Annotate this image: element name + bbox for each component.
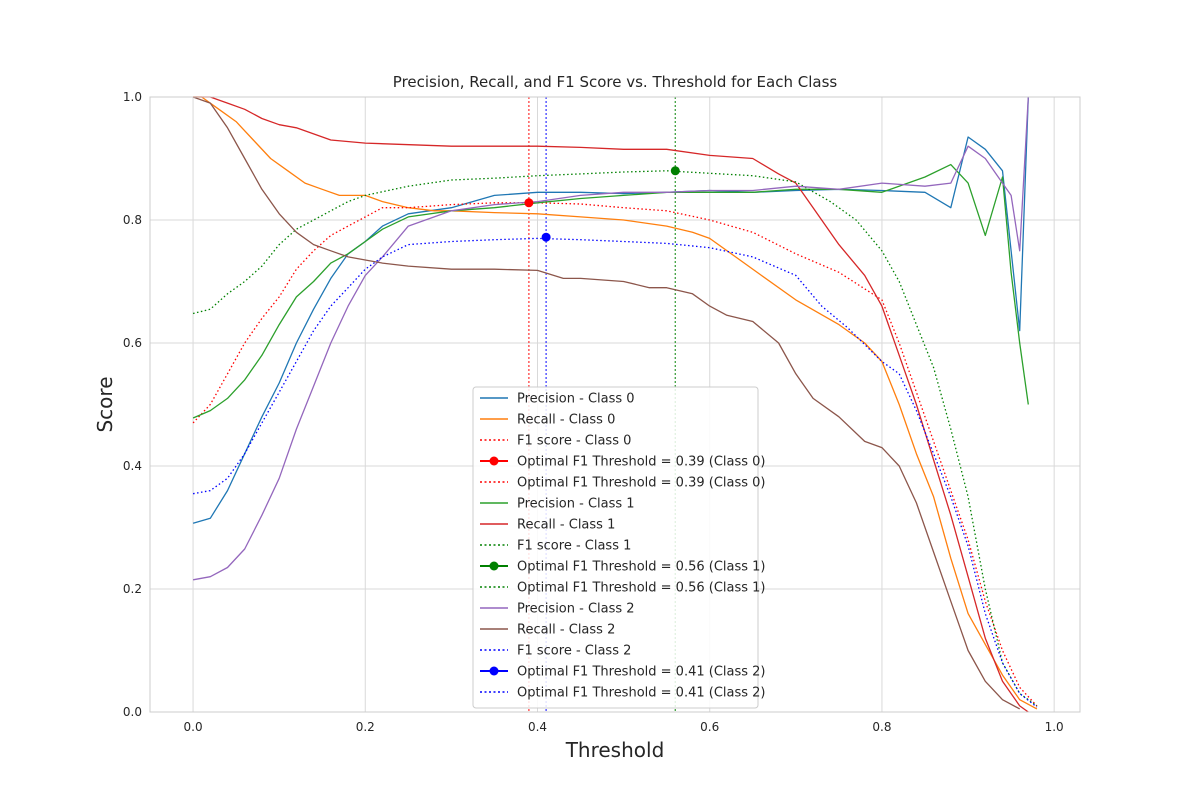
legend-label: Precision - Class 0 — [517, 392, 635, 407]
x-tick-label: 0.2 — [356, 720, 375, 734]
x-tick-label: 0.4 — [528, 720, 547, 734]
y-tick-label: 0.2 — [123, 582, 142, 596]
legend-label: F1 score - Class 1 — [517, 539, 631, 554]
legend-label: Recall - Class 1 — [517, 518, 615, 533]
legend-item: Recall - Class 0 — [480, 413, 615, 428]
x-tick-label: 0.0 — [184, 720, 203, 734]
legend-item: F1 score - Class 0 — [480, 434, 631, 449]
optimal-markers — [524, 166, 680, 242]
legend-label: Optimal F1 Threshold = 0.39 (Class 0) — [517, 476, 766, 491]
series-line — [193, 96, 1029, 713]
legend-item: Optimal F1 Threshold = 0.56 (Class 1) — [480, 581, 766, 596]
legend-label: Precision - Class 2 — [517, 602, 635, 617]
optimal-f1-point — [541, 232, 551, 242]
legend-item: F1 score - Class 1 — [480, 539, 631, 554]
legend: Precision - Class 0 Recall - Class 0 F1 sc… — [472, 386, 766, 709]
series-lines — [192, 96, 1038, 713]
legend-label: Optimal F1 Threshold = 0.56 (Class 1) — [517, 560, 766, 575]
series-line — [192, 96, 1029, 524]
legend-item: Optimal F1 Threshold = 0.39 (Class 0) — [480, 455, 766, 470]
legend-label: Optimal F1 Threshold = 0.41 (Class 2) — [517, 665, 766, 680]
legend-label: Optimal F1 Threshold = 0.39 (Class 0) — [517, 455, 766, 470]
y-tick-label: 0.0 — [123, 705, 142, 719]
legend-item: Recall - Class 1 — [480, 518, 615, 533]
legend-box — [472, 386, 759, 709]
y-axis-label: Score — [93, 376, 117, 432]
optimal-f1-point — [670, 166, 680, 176]
y-tick-label: 0.4 — [123, 459, 142, 473]
y-tick-label: 0.6 — [123, 336, 142, 350]
legend-label: Recall - Class 0 — [517, 413, 615, 428]
series-line — [192, 202, 1038, 707]
optimal-f1-point — [524, 198, 534, 208]
legend-label: Recall - Class 2 — [517, 623, 615, 638]
series-line — [192, 163, 1029, 419]
legend-label: F1 score - Class 2 — [517, 644, 631, 659]
x-tick-label: 0.8 — [872, 720, 891, 734]
x-tick-label: 0.6 — [700, 720, 719, 734]
legend-item: Precision - Class 1 — [480, 497, 635, 512]
legend-item: Optimal F1 Threshold = 0.41 (Class 2) — [480, 686, 766, 701]
series-line — [193, 96, 1038, 710]
legend-swatch-marker — [489, 666, 499, 676]
legend-label: Optimal F1 Threshold = 0.56 (Class 1) — [517, 581, 766, 596]
series-line — [192, 96, 1029, 581]
legend-item: Precision - Class 2 — [480, 602, 635, 617]
legend-item: Recall - Class 2 — [480, 623, 615, 638]
plot-frame — [149, 96, 1081, 713]
legend-label: Precision - Class 1 — [517, 497, 635, 512]
series-line — [192, 170, 1038, 707]
series-line — [192, 237, 1038, 708]
legend-swatch-marker — [489, 456, 499, 466]
legend-item: Precision - Class 0 — [480, 392, 635, 407]
x-tick-label: 1.0 — [1045, 720, 1064, 734]
legend-label: Optimal F1 Threshold = 0.41 (Class 2) — [517, 686, 766, 701]
legend-item: Optimal F1 Threshold = 0.39 (Class 0) — [480, 476, 766, 491]
ticks: 0.0 0.2 0.4 0.6 0.8 1.0 0.0 0.2 0.4 0.6 0.8 1.0 — [123, 90, 1064, 734]
legend-item: F1 score - Class 2 — [480, 644, 631, 659]
legend-swatch-marker — [489, 561, 499, 571]
legend-item: Optimal F1 Threshold = 0.41 (Class 2) — [480, 665, 766, 680]
x-axis-label: Threshold — [565, 738, 665, 762]
y-tick-label: 1.0 — [123, 90, 142, 104]
legend-label: F1 score - Class 0 — [517, 434, 631, 449]
legend-item: Optimal F1 Threshold = 0.56 (Class 1) — [480, 560, 766, 575]
series-line — [192, 96, 1021, 710]
y-tick-label: 0.8 — [123, 213, 142, 227]
chart-title: Precision, Recall, and F1 Score vs. Thre… — [393, 73, 838, 91]
